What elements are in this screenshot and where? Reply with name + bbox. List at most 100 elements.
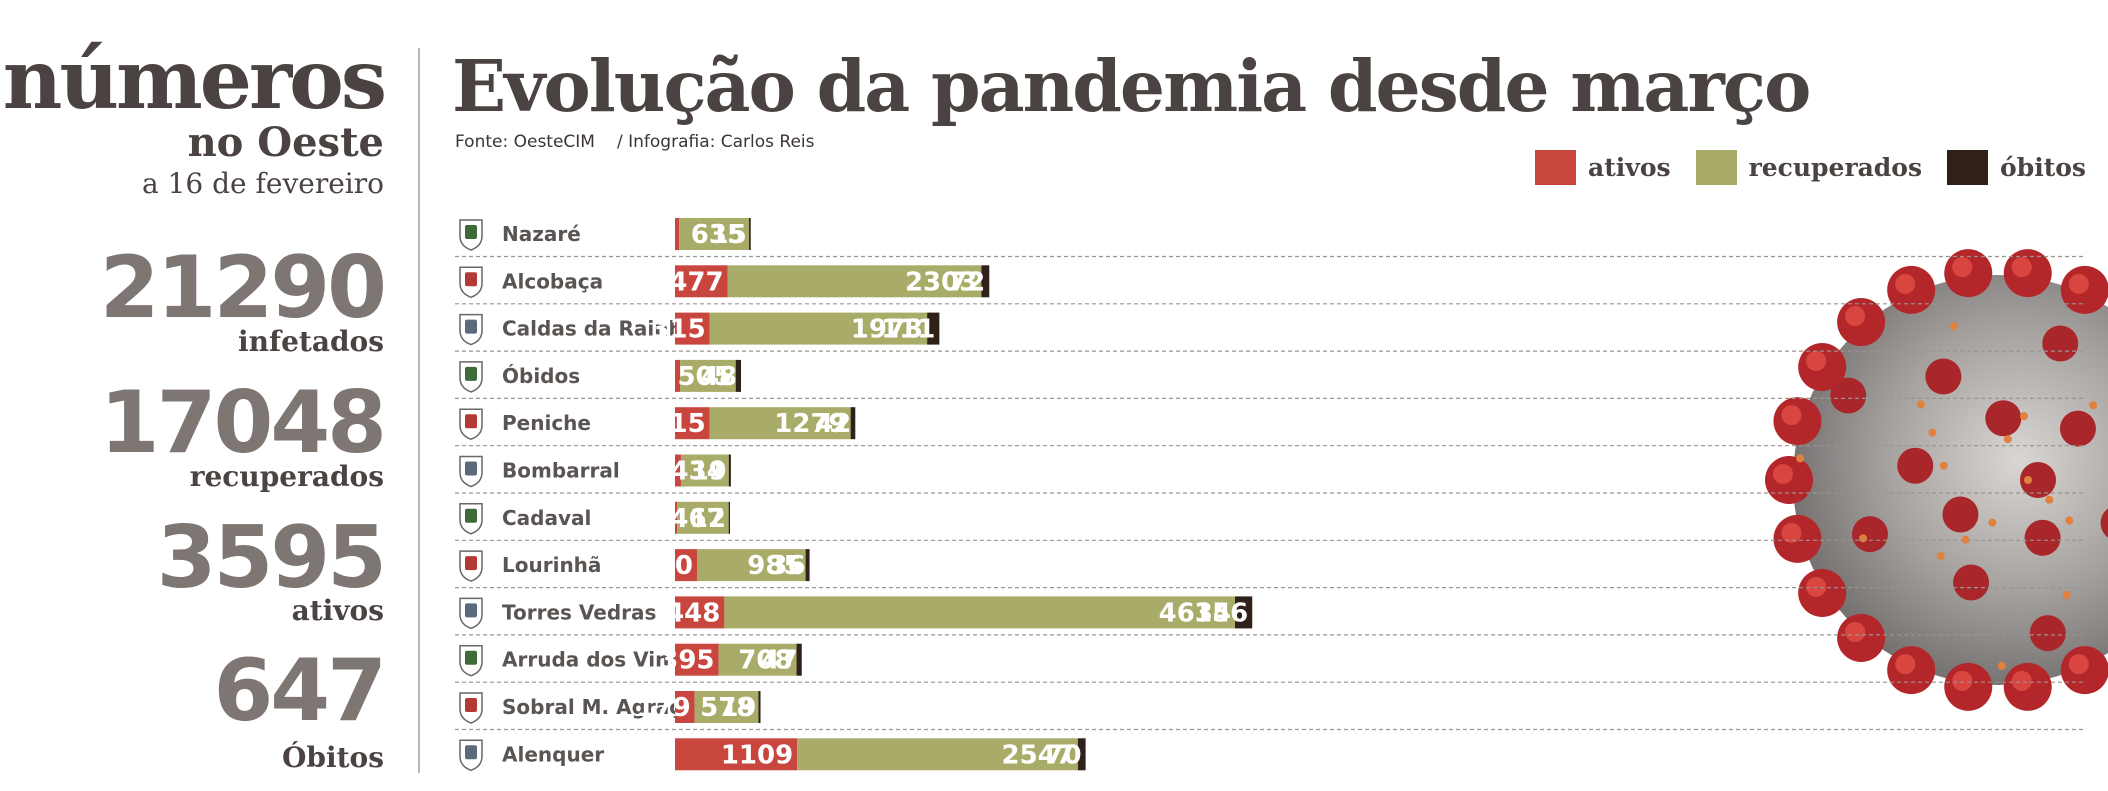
bar-ativos: [675, 596, 725, 629]
virus-spike: [1985, 400, 2022, 437]
bar-value-label: 46: [640, 362, 676, 392]
virus-spike: [2029, 615, 2066, 652]
infetados-count: 21290: [99, 238, 387, 338]
virus-dot: [1796, 454, 1805, 463]
virus-spike-highlight: [1781, 522, 1802, 543]
virus-spike: [1953, 564, 1990, 601]
bar-value-label: 156: [1194, 598, 1248, 628]
bar-obitos: [1077, 738, 1086, 771]
virus-dot: [2065, 516, 2074, 525]
bar-recuperados: [797, 738, 1078, 771]
town-label: Óbidos: [502, 364, 580, 388]
bar-obitos: [735, 359, 742, 392]
bar-obitos: [749, 218, 751, 250]
coat-of-arms-icon-field: [465, 556, 477, 571]
virus-spike-highlight: [1806, 576, 1827, 597]
coat-of-arms-icon-field: [465, 225, 477, 239]
recuperados-count: 17048: [99, 373, 387, 473]
legend-label-ativos: ativos: [1588, 153, 1671, 182]
legend-item-obitos: óbitos: [1947, 150, 2086, 185]
virus-spike: [2024, 519, 2061, 556]
bar-recuperados: [718, 643, 797, 676]
bar-obitos: [805, 549, 810, 582]
bar-value-label: 19: [720, 693, 756, 723]
virus-spike-highlight: [1781, 405, 1802, 426]
virus-spike: [1925, 358, 1962, 395]
town-label: Alcobaça: [502, 269, 603, 293]
bar-ativos: [675, 549, 698, 582]
virus-spike: [1897, 447, 1934, 484]
town-label: Alenquer: [502, 742, 604, 766]
virus-dot: [1997, 661, 2006, 670]
vertical-divider: [418, 48, 420, 773]
bar-value-label: 434: [670, 457, 724, 487]
virus-dot: [2020, 412, 2029, 421]
bar-value-label: 20: [637, 504, 673, 534]
coat-of-arms-icon-field: [465, 603, 477, 618]
bar-value-label: 36: [769, 551, 805, 581]
bar-recuperados: [677, 501, 729, 534]
bar-obitos: [796, 643, 802, 676]
bar-obitos: [850, 407, 856, 440]
coronavirus-illustration: [1765, 249, 2108, 711]
bar-value-label: 1279: [774, 409, 846, 439]
bar-obitos: [927, 312, 940, 345]
source-text: Fonte: OesteCIM: [455, 132, 595, 152]
virus-dot: [1988, 518, 1997, 527]
coat-of-arms-icon-field: [465, 366, 477, 381]
bar-value-label: 12: [690, 504, 726, 534]
bar-value-label: 19: [691, 457, 727, 487]
virus-dot: [1928, 428, 1937, 437]
virus-spike-highlight: [1952, 670, 1973, 691]
virus-spike: [2059, 410, 2096, 447]
legend-item-ativos: ativos: [1535, 150, 1671, 185]
town-label: Torres Vedras: [502, 600, 656, 624]
virus-spike-highlight: [2011, 257, 2032, 278]
coat-of-arms-icon-field: [465, 745, 477, 760]
virus-dot: [2062, 591, 2071, 600]
obitos-count: 647: [213, 641, 387, 741]
bar-value-label: 4634: [1159, 598, 1231, 628]
virus-spike: [1830, 377, 1867, 414]
virus-dot: [1949, 322, 1958, 331]
bar-value-label: 111: [881, 315, 935, 345]
town-label: Nazaré: [502, 222, 581, 246]
virus-dot: [2089, 401, 2098, 410]
bar-value-label: 42: [815, 409, 851, 439]
virus-spike-highlight: [2068, 654, 2089, 675]
recuperados-label: recuperados: [189, 460, 384, 493]
town-label: Sobral M. Agraço: [502, 695, 695, 719]
bar-value-label: 2303: [905, 267, 977, 297]
bar-value-label: 635: [691, 220, 745, 250]
virus-dot: [2045, 495, 2054, 504]
bar-value-label: 505: [677, 362, 731, 392]
bar-value-label: 1109: [721, 740, 793, 770]
bar-value-label: 477: [669, 267, 723, 297]
coat-of-arms-icon-field: [465, 508, 477, 523]
ativos-label: ativos: [291, 594, 384, 627]
chart-title: Evolução da pandemia desde março: [452, 44, 1811, 128]
summary-panel: números no Oeste a 16 de fevereiro 21290…: [0, 0, 395, 791]
credit-text: / Infografia: Carlos Reis: [616, 132, 815, 152]
coat-of-arms-icon-field: [465, 650, 477, 665]
bar-value-label: 395: [660, 646, 714, 676]
bar-recuperados: [727, 265, 982, 298]
bar-value-label: 72: [949, 267, 985, 297]
bar-value-label: 448: [666, 598, 720, 628]
source-line: Fonte: OesteCIM / Infografia: Carlos Reis: [455, 132, 837, 152]
bar-value-label: 179: [636, 693, 690, 723]
summary-title: números: [2, 32, 387, 128]
virus-spike-highlight: [2011, 670, 2032, 691]
bar-value-label: 985: [747, 551, 801, 581]
summary-subtitle: no Oeste: [187, 119, 384, 166]
legend-swatch-recuperados: [1695, 150, 1737, 185]
bar-recuperados: [709, 407, 851, 440]
virus-spike-highlight: [1895, 654, 1916, 675]
bar-value-label: 315: [651, 315, 705, 345]
bar-ativos: [675, 643, 719, 676]
town-label: Peniche: [502, 411, 591, 435]
virus-dot: [2003, 435, 2012, 444]
virus-spike: [2100, 508, 2108, 538]
bar-value-label: 200: [639, 551, 693, 581]
